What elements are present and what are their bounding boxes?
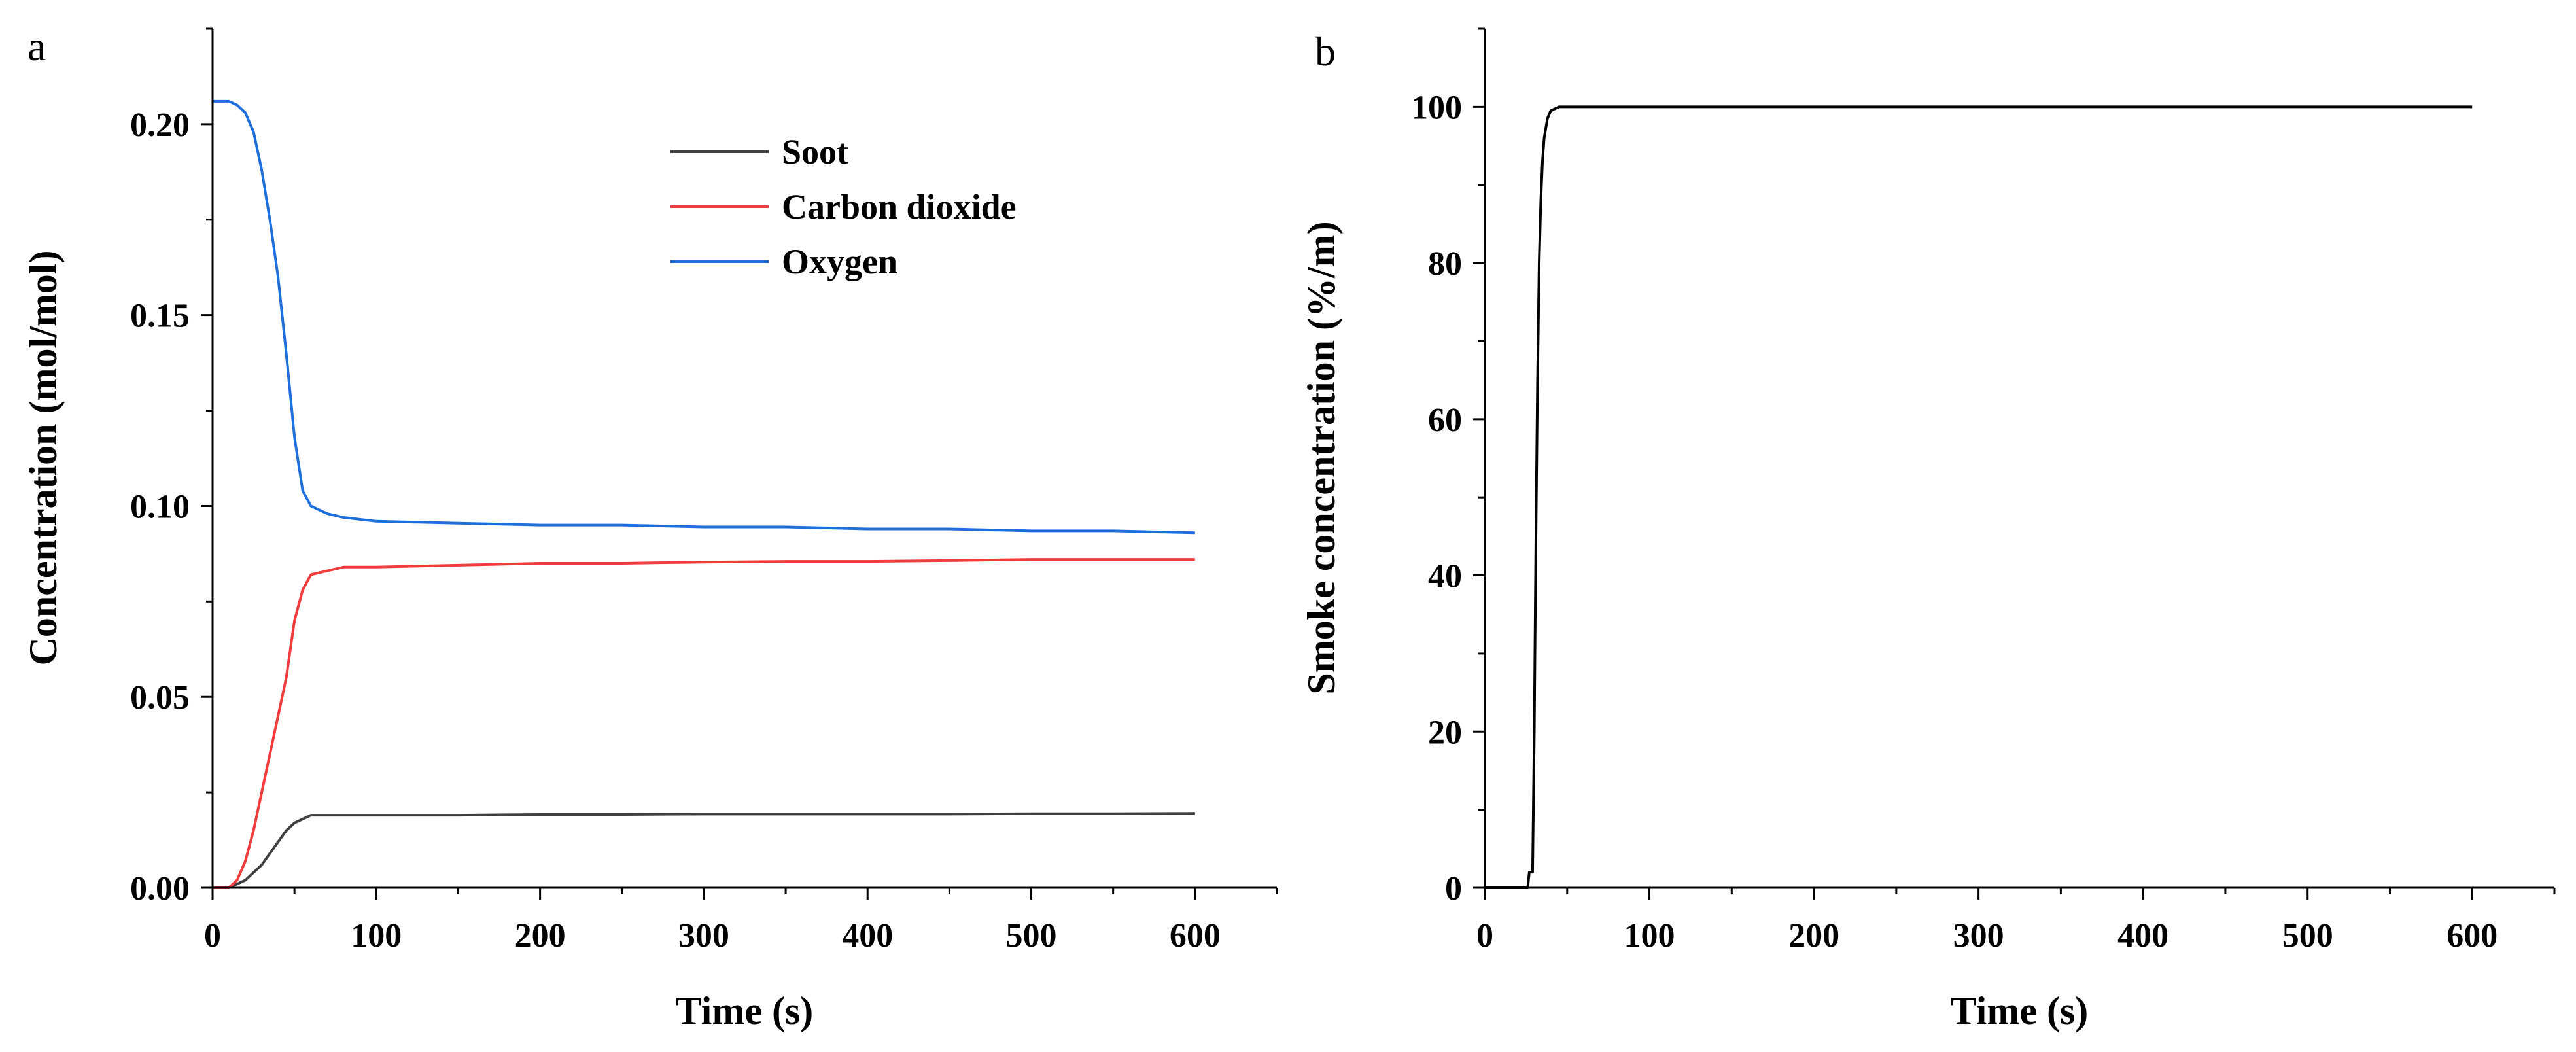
panel-a-x-tick-label-3: 300 (678, 917, 729, 955)
panel-b-series-smoke-concentration (1485, 105, 2473, 889)
panel-a-series-oxygen (213, 99, 1195, 535)
panel-a-y-tick-label-1: 0.05 (130, 679, 190, 716)
panel-b-chart: b 0 100 200 300 400 500 600 0 20 40 60 80 100 Time (… (1300, 27, 2556, 1032)
panel-a-x-tick-label-1: 100 (351, 917, 402, 955)
panel-b-x-tick-label-3: 300 (1953, 917, 2004, 955)
panel-a-ticks (201, 27, 1278, 900)
panel-b-y-tick-label-1: 20 (1428, 714, 1462, 751)
panel-a-series (213, 99, 1195, 889)
panel-b-x-tick-label-1: 100 (1624, 917, 1675, 955)
panel-b-y-title: Smoke concentration (%/m) (1300, 221, 1343, 694)
panel-a-x-title: Time (s) (676, 989, 814, 1032)
panel-b-ticks (1473, 27, 2556, 900)
panel-a-x-tick-label-0: 0 (204, 917, 221, 955)
legend-label-oxygen: Oxygen (782, 242, 897, 281)
panel-b-y-tick-label-3: 60 (1428, 402, 1462, 439)
panel-a-tick-labels: 0 100 200 300 400 500 600 0.00 0.05 0.10 0.15 0.20 (130, 107, 1221, 955)
panel-a-y-tick-label-3: 0.15 (130, 298, 190, 335)
panel-b-x-tick-label-6: 600 (2446, 917, 2498, 955)
panel-a-y-tick-label-2: 0.10 (130, 488, 190, 525)
panel-b-x-tick-label-0: 0 (1476, 917, 1493, 955)
panel-a-series-carbon-dioxide (213, 558, 1195, 889)
panel-b-x-title: Time (s) (1951, 989, 2089, 1032)
panel-b-y-tick-label-4: 80 (1428, 245, 1462, 283)
panel-a-x-tick-label-5: 500 (1006, 917, 1057, 955)
panel-a-y-tick-label-0: 0.00 (130, 870, 190, 907)
panel-b-series (1485, 105, 2473, 889)
panel-a-x-tick-label-6: 600 (1170, 917, 1221, 955)
panel-b-y-tick-label-0: 0 (1445, 870, 1462, 907)
panel-a-series-soot (213, 812, 1195, 889)
panel-b-tick-labels: 0 100 200 300 400 500 600 0 20 40 60 80 100 (1411, 89, 2498, 955)
panel-b-x-tick-label-2: 200 (1788, 917, 1839, 955)
panel-a-legend: Soot Carbon dioxide Oxygen (670, 132, 1017, 281)
legend-label-soot: Soot (782, 132, 848, 171)
panel-b-y-tick-label-2: 40 (1428, 558, 1462, 595)
panel-a-x-tick-label-2: 200 (515, 917, 566, 955)
panel-a-y-tick-label-4: 0.20 (130, 107, 190, 144)
panel-b-x-tick-label-5: 500 (2282, 917, 2333, 955)
panel-a-letter: a (27, 23, 46, 69)
legend-label-carbon-dioxide: Carbon dioxide (782, 187, 1017, 226)
panel-b-x-tick-label-4: 400 (2117, 917, 2168, 955)
panel-b-letter: b (1315, 28, 1336, 75)
panel-b-y-tick-label-5: 100 (1411, 89, 1462, 126)
panel-a-x-tick-label-4: 400 (842, 917, 893, 955)
panel-a-chart: a 0 100 200 300 400 500 600 0.00 0.05 0.10 0.15 0.2… (22, 23, 1278, 1032)
panel-a-y-title: Concentration (mol/mol) (22, 251, 65, 666)
